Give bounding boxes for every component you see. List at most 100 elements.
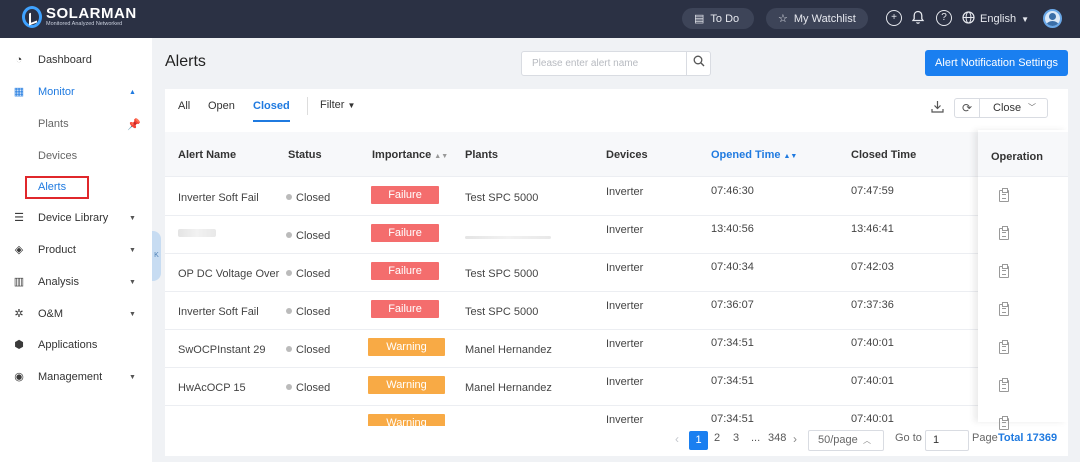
analysis-icon: ▥ <box>13 276 25 288</box>
clipboard-icon[interactable] <box>999 264 1009 278</box>
search-input[interactable] <box>522 52 686 75</box>
bell-icon[interactable] <box>910 10 926 26</box>
sidebar-item-device-library[interactable]: ☰ Device Library ▼ <box>0 206 152 230</box>
alert-name[interactable]: Inverter Soft Fail <box>178 192 259 204</box>
page-size-select[interactable]: 50/page ︿ <box>808 430 884 451</box>
plant-name[interactable]: Manel Hernandez <box>465 382 552 394</box>
language-selector[interactable]: English ▼ <box>962 11 1029 27</box>
sidebar-item-analysis[interactable]: ▥ Analysis ▼ <box>0 270 152 294</box>
plant-name[interactable]: Manel Hernandez <box>465 344 552 356</box>
sidebar-item-om[interactable]: ✲ O&M ▼ <box>0 302 152 326</box>
help-icon[interactable]: ? <box>936 10 952 26</box>
table-row-partial[interactable]: Warning Inverter 07:34:51 07:40:01 <box>165 406 1068 426</box>
next-page-icon[interactable]: › <box>793 432 797 446</box>
table-row[interactable]: Inverter Soft Fail Closed Failure Test S… <box>165 178 1068 216</box>
table-row[interactable]: OP DC Voltage Over Closed Failure Test S… <box>165 254 1068 292</box>
todo-button[interactable]: ▤ To Do <box>682 8 754 29</box>
sort-icon[interactable]: ▲▼ <box>434 153 449 160</box>
status-dot <box>286 346 292 352</box>
table-row[interactable]: Inverter Soft Fail Closed Failure Test S… <box>165 292 1068 330</box>
plant-name[interactable]: Test SPC 5000 <box>465 306 539 318</box>
device-library-icon: ☰ <box>14 212 24 224</box>
importance-badge: Warning <box>368 376 445 394</box>
status-text: Closed <box>296 382 331 394</box>
chevron-up-icon: ︿ <box>863 436 871 445</box>
watchlist-button[interactable]: ☆ My Watchlist <box>766 8 868 29</box>
sidebar-collapse-handle[interactable]: K <box>152 231 161 281</box>
clipboard-icon[interactable] <box>999 226 1009 240</box>
sidebar-item-product[interactable]: ◈ Product ▼ <box>0 238 152 262</box>
alert-name-redacted <box>178 227 216 239</box>
page-2-button[interactable]: 2 <box>714 432 721 444</box>
closed-time: 07:42:03 <box>851 261 894 273</box>
clipboard-icon[interactable] <box>999 302 1009 316</box>
search-icon[interactable] <box>686 52 710 75</box>
sidebar: ◔ Dashboard ▦ Monitor ▲ Plants 📌 Devices… <box>0 38 152 462</box>
page-last-button[interactable]: 348 <box>768 432 787 444</box>
clipboard-icon[interactable] <box>999 416 1009 430</box>
importance-badge: Failure <box>371 186 439 204</box>
status-text: Closed <box>296 192 331 204</box>
status-dot <box>286 270 292 276</box>
sort-icon[interactable]: ▲▼ <box>783 153 798 160</box>
filter-dropdown[interactable]: Filter ▼ <box>320 99 355 111</box>
opened-time: 07:40:34 <box>711 261 754 273</box>
close-select[interactable]: ⟳ Close ﹀ <box>954 98 1048 118</box>
sidebar-sub-alerts[interactable]: Alerts <box>38 181 67 193</box>
alert-notification-settings-button[interactable]: Alert Notification Settings <box>925 50 1068 76</box>
table-row[interactable]: SwOCPInstant 29 Closed Warning Manel Her… <box>165 330 1068 368</box>
solarman-logo[interactable]: SOLARMAN Monitored Analyzed Networked <box>22 6 137 28</box>
chevron-down-icon: ▼ <box>129 278 136 286</box>
alert-name[interactable]: HwAcOCP 15 <box>178 382 246 394</box>
table-row[interactable]: Closed Failure Inverter 13:40:56 13:46:4… <box>165 216 1068 254</box>
download-icon[interactable] <box>930 100 944 114</box>
tab-all[interactable]: All <box>178 100 191 112</box>
sidebar-item-monitor[interactable]: ▦ Monitor ▲ <box>0 80 152 104</box>
col-operation: Operation <box>991 151 1043 163</box>
alert-name[interactable]: SwOCPInstant 29 <box>178 344 266 356</box>
sidebar-item-dashboard[interactable]: ◔ Dashboard <box>0 48 152 72</box>
device-name: Inverter <box>606 338 644 350</box>
user-avatar[interactable] <box>1043 9 1062 28</box>
opened-time: 07:34:51 <box>711 413 754 425</box>
total-count: Total 17369 <box>998 432 1058 444</box>
closed-time: 07:40:01 <box>851 337 894 349</box>
table-row[interactable]: HwAcOCP 15 Closed Warning Manel Hernande… <box>165 368 1068 406</box>
management-icon: ◉ <box>14 371 24 383</box>
page-3-button[interactable]: 3 <box>733 432 740 444</box>
col-importance[interactable]: Importance ▲▼ <box>372 149 448 161</box>
status-cell: Closed <box>286 192 330 204</box>
device-name: Inverter <box>606 224 644 236</box>
goto-page-input[interactable]: 1 <box>925 430 969 451</box>
importance-badge: Warning <box>368 338 445 356</box>
sidebar-item-management[interactable]: ◉ Management ▼ <box>0 365 152 389</box>
pin-icon[interactable]: 📌 <box>127 119 141 131</box>
page-1-button[interactable]: 1 <box>689 431 708 450</box>
sidebar-item-applications[interactable]: ⬢ Applications <box>0 333 152 357</box>
alert-name[interactable]: OP DC Voltage Over <box>178 268 280 280</box>
globe-icon <box>962 11 975 27</box>
closed-time: 07:37:36 <box>851 299 894 311</box>
todo-label: To Do <box>710 12 740 25</box>
importance-badge: Failure <box>371 300 439 318</box>
clipboard-icon[interactable] <box>999 378 1009 392</box>
clipboard-icon[interactable] <box>999 340 1009 354</box>
opened-time: 13:40:56 <box>711 223 754 235</box>
refresh-icon[interactable]: ⟳ <box>955 99 980 117</box>
clipboard-icon[interactable] <box>999 188 1009 202</box>
sidebar-sub-devices[interactable]: Devices <box>38 150 78 162</box>
add-icon[interactable]: + <box>886 10 902 26</box>
sidebar-sub-plants[interactable]: Plants <box>38 118 69 130</box>
plant-name[interactable]: Test SPC 5000 <box>465 192 539 204</box>
plant-name[interactable]: Test SPC 5000 <box>465 268 539 280</box>
monitor-icon: ▦ <box>13 86 25 98</box>
col-importance-label: Importance <box>372 149 432 161</box>
page-size-label: 50/page <box>818 434 858 446</box>
tab-closed[interactable]: Closed <box>253 100 290 122</box>
alert-name[interactable]: Inverter Soft Fail <box>178 306 259 318</box>
col-opened-time[interactable]: Opened Time ▲▼ <box>711 149 797 161</box>
prev-page-icon[interactable]: ‹ <box>675 432 679 446</box>
page-ellipsis[interactable]: ... <box>751 432 761 444</box>
sidebar-item-label: Analysis <box>38 276 79 288</box>
tab-open[interactable]: Open <box>208 100 235 112</box>
